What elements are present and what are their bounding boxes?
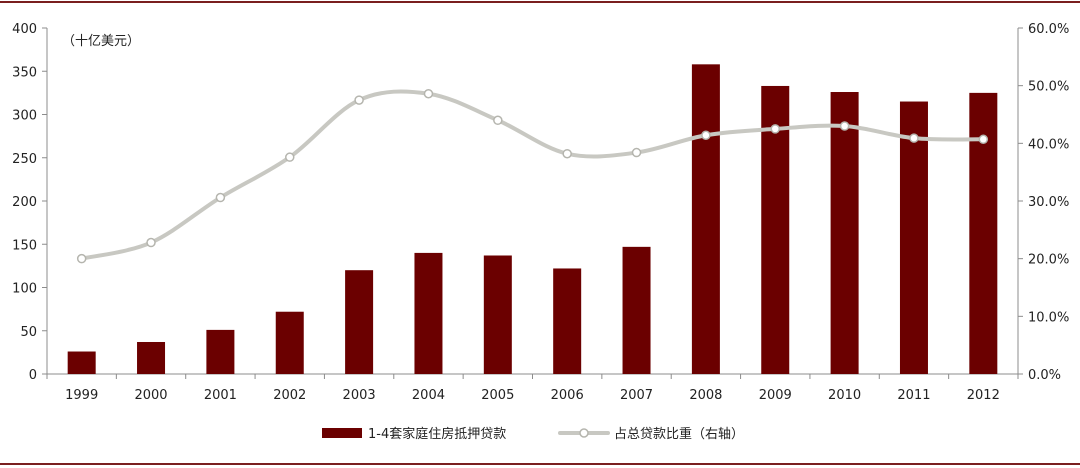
left-axis-tick-label: 350 [12, 65, 37, 80]
left-axis-tick-label: 200 [12, 195, 37, 210]
bar-1999 [67, 351, 96, 374]
right-axis-tick-label: 20.0% [1028, 253, 1069, 268]
bar-2005 [483, 255, 512, 374]
ratio-point-2000 [146, 237, 156, 248]
left-axis-tick-label: 50 [20, 325, 37, 340]
left-axis-tick-label: 250 [12, 152, 37, 167]
ratio-point-2001 [215, 192, 226, 203]
left-axis-tick-label: 400 [12, 22, 37, 37]
right-axis-tick-label: 50.0% [1028, 80, 1069, 95]
left-axis-tick-label: 150 [12, 238, 37, 253]
left-axis-unit-label: （十亿美元） [62, 34, 140, 49]
bar-2001 [206, 329, 235, 374]
left-axis-tick-label: 300 [12, 109, 37, 124]
ratio-point-2012 [978, 134, 989, 145]
x-axis-tick-label: 2011 [897, 388, 930, 403]
bar-2009 [761, 85, 790, 374]
x-axis-tick-label: 2006 [551, 388, 584, 403]
x-axis-tick-label: 2000 [134, 388, 167, 403]
right-axis-tick-label: 40.0% [1028, 137, 1069, 152]
x-axis-tick-label: 2002 [273, 388, 306, 403]
legend-bar-swatch [322, 428, 362, 438]
ratio-point-1999 [76, 253, 87, 264]
x-axis-tick-label: 2012 [967, 388, 1000, 403]
bar-2002 [275, 311, 304, 374]
legend-bar-label: 1-4套家庭住房抵押贷款 [368, 426, 506, 442]
x-axis-tick-label: 2001 [204, 388, 237, 403]
legend: 1-4套家庭住房抵押贷款 占总贷款比重（右轴） [322, 426, 744, 442]
bar-2011 [899, 101, 928, 375]
right-axis-tick-label: 60.0% [1028, 22, 1069, 37]
x-axis-tick-label: 2005 [481, 388, 514, 403]
ratio-point-2007 [631, 147, 642, 158]
left-axis-tick-label: 100 [12, 282, 37, 297]
ratio-point-2002 [285, 152, 295, 162]
ratio-point-2005 [493, 115, 503, 126]
axes: 0 50 100 150 200 250 300 350 400 0.0% 10.0% 20.0% 30… [12, 22, 1069, 403]
x-axis-tick-label: 2010 [828, 388, 861, 403]
x-axis-tick-label: 2008 [689, 388, 722, 403]
bar-2008 [691, 64, 720, 374]
ratio-point-2006 [562, 148, 572, 159]
legend-line-marker [579, 428, 589, 438]
ratio-point-2008 [701, 130, 711, 141]
bar-2007 [622, 246, 651, 374]
bar-2010 [830, 92, 859, 374]
bar-2003 [345, 270, 374, 374]
line-series [76, 88, 989, 264]
bar-series [67, 64, 998, 375]
ratio-point-2009 [770, 124, 780, 134]
legend-line-label: 占总贷款比重（右轴） [614, 426, 744, 442]
ratio-point-2011 [909, 133, 919, 143]
x-axis-tick-label: 2009 [759, 388, 792, 403]
ratio-point-2004 [423, 88, 434, 99]
bar-2000 [137, 341, 166, 374]
x-axis-tick-label: 1999 [65, 388, 98, 403]
ratio-point-2003 [354, 95, 364, 105]
bar-2004 [414, 252, 443, 374]
x-axis-tick-label: 2003 [343, 388, 376, 403]
right-axis-tick-label: 0.0% [1028, 368, 1061, 383]
ratio-point-2010 [839, 121, 850, 131]
right-axis-tick-label: 30.0% [1028, 195, 1069, 210]
bar-2006 [553, 268, 582, 374]
x-axis-tick-label: 2007 [620, 388, 653, 403]
x-axis-tick-label: 2004 [412, 388, 445, 403]
right-axis-tick-label: 10.0% [1028, 310, 1069, 325]
left-axis-tick-label: 0 [29, 368, 37, 383]
